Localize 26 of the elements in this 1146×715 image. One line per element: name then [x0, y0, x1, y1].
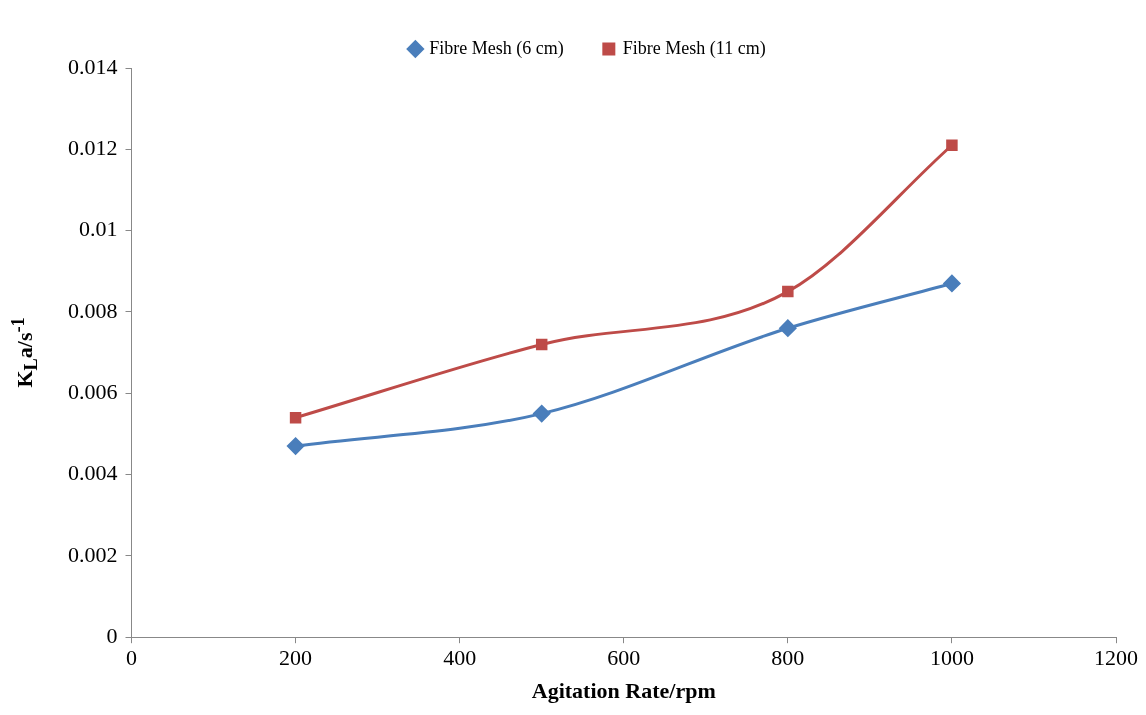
point — [289, 411, 302, 424]
y-tick-label: 0.008 — [68, 297, 118, 323]
x-tick-label: 200 — [279, 645, 313, 671]
point — [779, 319, 797, 337]
point — [535, 338, 548, 351]
x-tick-label: 400 — [443, 645, 477, 671]
x-tick-label: 1000 — [929, 645, 974, 671]
y-tick-label: 0.004 — [68, 460, 118, 486]
y-tick-label: 0 — [106, 622, 118, 648]
y-tick-label: 0.006 — [68, 379, 118, 405]
y-tick-label: 0.012 — [68, 135, 118, 161]
x-axis-title: Agitation Rate/rpm — [531, 678, 716, 704]
x-tick-label: 0 — [126, 645, 137, 671]
legend-label: Fibre Mesh (11 cm) — [622, 37, 766, 59]
point — [287, 437, 305, 455]
y-tick-label: 0.01 — [79, 216, 118, 242]
x-tick-label: 600 — [607, 645, 641, 671]
point — [946, 139, 958, 151]
x-tick-label: 1200 — [1094, 645, 1138, 671]
y-tick-label: 0.014 — [68, 53, 118, 79]
legend-label: Fibre Mesh (6 cm) — [429, 37, 564, 59]
point — [943, 274, 961, 292]
x-tick-label: 800 — [771, 645, 805, 671]
point — [533, 405, 551, 423]
point — [782, 285, 794, 298]
y-tick-label: 0.002 — [68, 541, 118, 567]
